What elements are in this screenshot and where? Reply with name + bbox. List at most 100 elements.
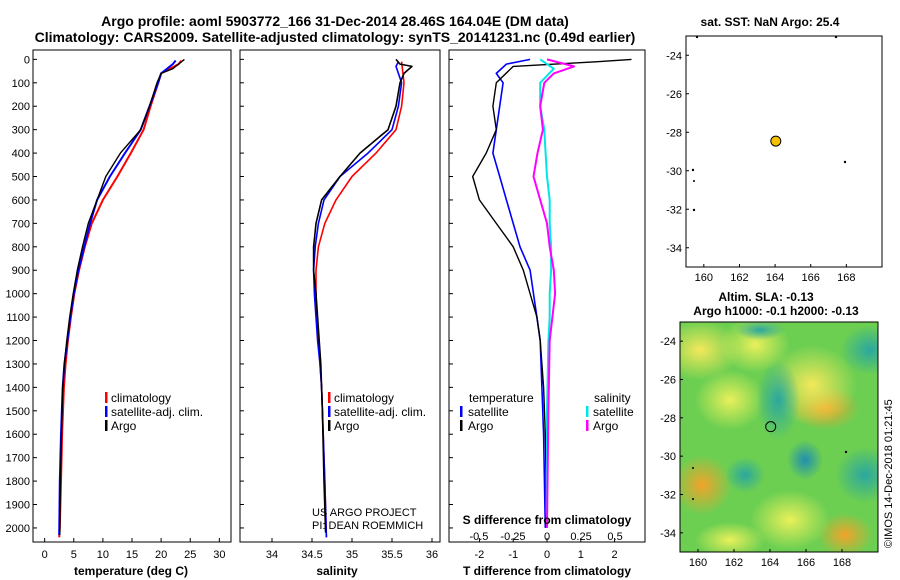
depth-tick-label: 1400 <box>6 382 30 394</box>
s-tick-label: 0 <box>544 531 550 543</box>
lon-tick-label: 164 <box>761 557 779 569</box>
x-tick-label: 20 <box>155 549 167 561</box>
sla-blob <box>840 325 878 375</box>
legend-swatch-s-argo <box>586 420 589 431</box>
x-tick-label: 35 <box>346 549 358 561</box>
lat-tick-label: -26 <box>660 375 676 387</box>
depth-axis: 0 100 200 300 400 500 600 700 800 900 1000 1100 1200… <box>6 54 453 535</box>
coast-dot <box>695 35 699 39</box>
series-line-argo <box>59 58 185 536</box>
coast-dot <box>843 160 847 164</box>
float-position-marker <box>765 421 777 433</box>
lon-tick-label: 160 <box>689 557 707 569</box>
legend-header-temperature: temperature <box>469 391 534 405</box>
legend-t-argo: Argo <box>468 419 494 433</box>
lon-tick-label: 168 <box>833 557 851 569</box>
legend-swatch-satellite <box>328 406 331 417</box>
coast-dot <box>693 180 695 182</box>
sla-blob <box>735 322 785 340</box>
series-line-t-satellite <box>492 58 547 528</box>
depth-tick-label: 200 <box>12 101 30 113</box>
coast-dot <box>692 498 694 500</box>
lat-tick-label: -32 <box>666 204 682 216</box>
s-tick-label: -0.5 <box>469 531 488 543</box>
coast-dot <box>692 208 696 212</box>
sla-map-frame <box>679 321 879 553</box>
s-tick-label: 0.25 <box>570 531 591 543</box>
temperature-legend: climatology satellite-adj. clim. Argo <box>105 391 203 433</box>
s-tick-label: -0.25 <box>500 531 525 543</box>
x-tick-label: -1 <box>508 549 518 561</box>
title-line-2: Climatology: CARS2009. Satellite-adjuste… <box>35 29 636 45</box>
lat-tick-label: -34 <box>660 528 676 540</box>
sla-blob <box>835 447 878 503</box>
x-tick-label: 35.5 <box>381 549 402 561</box>
x-tick-label: 34 <box>266 549 278 561</box>
difference-legend: temperature salinity satellite Argo sate… <box>460 391 634 433</box>
depth-tick-label: 1100 <box>6 312 30 324</box>
depth-tick-label: 1500 <box>6 406 30 418</box>
lat-tick-label: -28 <box>666 127 682 139</box>
temperature-axis-label: temperature (deg C) <box>74 564 188 578</box>
legend-swatch-climatology <box>328 392 331 403</box>
lon-tick-label: 164 <box>766 272 784 284</box>
lon-tick-label: 168 <box>837 272 855 284</box>
legend-climatology: climatology <box>111 391 171 405</box>
lat-tick-label: -28 <box>660 413 676 425</box>
sla-blob <box>695 370 765 430</box>
title-line-1: Argo profile: aoml 5903772_166 31-Dec-20… <box>101 13 569 29</box>
sla-blob <box>787 440 823 480</box>
legend-swatch-climatology <box>105 392 108 403</box>
series-line-argo <box>312 58 413 533</box>
lat-tick-label: -30 <box>666 166 682 178</box>
legend-s-satellite: satellite <box>593 405 634 419</box>
sst-map: 160 162 164 166 168 -24 -26 -28 -30 -32 -34 <box>666 35 856 284</box>
sla-map-title-1: Altim. SLA: -0.13 <box>718 290 814 304</box>
depth-tick-label: 1800 <box>6 476 30 488</box>
sla-blob <box>725 457 765 493</box>
lon-tick-label: 160 <box>695 272 713 284</box>
sla-map-axes: 160 162 164 166 168 -24 -26 -28 -30 -32 -34 <box>660 336 851 569</box>
pi-credit: PI: DEAN ROEMMICH <box>312 520 423 532</box>
depth-tick-label: 1200 <box>6 336 30 348</box>
x-tick-label: 0 <box>544 549 550 561</box>
x-tick-label: 2 <box>612 549 618 561</box>
legend-swatch-t-satellite <box>460 406 463 417</box>
lon-tick-label: 162 <box>730 272 748 284</box>
coast-dot <box>844 450 848 454</box>
lat-tick-label: -34 <box>666 243 682 255</box>
series-line-s-argo <box>532 58 575 528</box>
salinity-plot: 34 34.5 35 35.5 36 <box>266 58 438 561</box>
depth-tick-label: 500 <box>12 172 30 184</box>
x-tick-label: -2 <box>475 549 485 561</box>
lon-tick-label: 166 <box>797 557 815 569</box>
s-tick-label: 0.5 <box>607 531 622 543</box>
series-line-climatology <box>315 61 405 538</box>
lat-tick-label: -32 <box>660 490 676 502</box>
legend-satellite: satellite-adj. clim. <box>111 405 203 419</box>
series-line-s-satellite <box>539 58 555 528</box>
legend-swatch-t-argo <box>460 420 463 431</box>
sla-blob <box>750 490 830 550</box>
lon-tick-label: 162 <box>725 557 743 569</box>
project-credit: US ARGO PROJECT <box>312 507 417 519</box>
difference-plot: -2 -1 0 1 2 -0.5 -0.25 0 0.25 0.5 <box>469 58 632 561</box>
legend-swatch-satellite <box>105 406 108 417</box>
depth-tick-label: 600 <box>12 195 30 207</box>
sla-map-title-2: Argo h1000: -0.1 h2000: -0.13 <box>693 304 859 318</box>
legend-climatology: climatology <box>334 391 394 405</box>
depth-tick-label: 400 <box>12 148 30 160</box>
legend-t-satellite: satellite <box>468 405 509 419</box>
depth-tick-label: 1700 <box>6 453 30 465</box>
depth-tick-label: 800 <box>12 242 30 254</box>
lat-tick-label: -24 <box>666 50 682 62</box>
legend-s-argo: Argo <box>593 419 619 433</box>
x-tick-label: 5 <box>71 549 77 561</box>
depth-tick-label: 2000 <box>6 523 30 535</box>
depth-tick-label: 1900 <box>6 500 30 512</box>
x-tick-label: 34.5 <box>301 549 322 561</box>
sla-blob <box>756 360 800 440</box>
sla-blob <box>680 455 732 515</box>
sla-blob <box>817 513 873 552</box>
lon-tick-label: 166 <box>802 272 820 284</box>
